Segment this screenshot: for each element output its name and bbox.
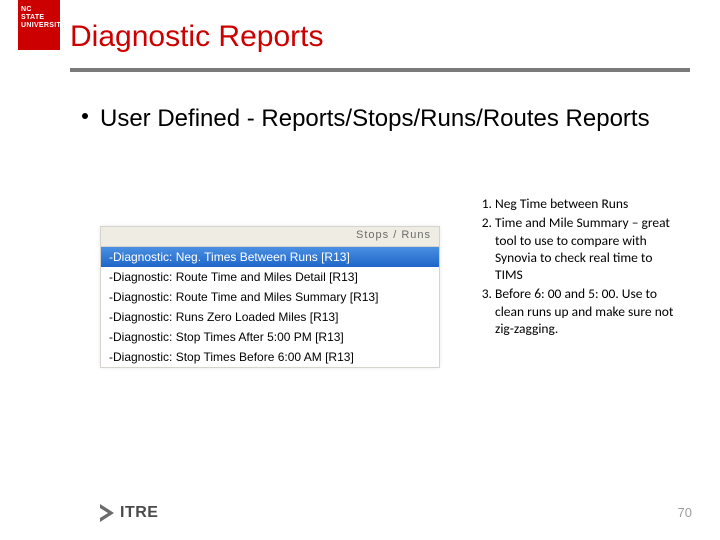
itre-text: ITRE	[120, 504, 158, 522]
note-item: Time and Mile Summary – great tool to us…	[495, 214, 680, 283]
report-row[interactable]: -Diagnostic: Neg. Times Between Runs [R1…	[101, 247, 439, 267]
bullet-icon	[82, 113, 88, 119]
title-area: Diagnostic Reports	[70, 20, 690, 72]
note-item: Before 6: 00 and 5: 00. Use to clean run…	[495, 285, 680, 337]
report-row[interactable]: -Diagnostic: Route Time and Miles Detail…	[101, 267, 439, 287]
page-number: 70	[678, 505, 692, 520]
page-title: Diagnostic Reports	[70, 20, 690, 54]
notes-list: Neg Time between Runs Time and Mile Summ…	[475, 195, 680, 339]
ncstate-logo: NC STATE UNIVERSITY	[18, 0, 60, 50]
note-item: Neg Time between Runs	[495, 195, 680, 212]
bullet-heading: User Defined - Reports/Stops/Runs/Routes…	[100, 104, 660, 134]
report-row[interactable]: -Diagnostic: Stop Times Before 6:00 AM […	[101, 347, 439, 367]
panel-header: Stops / Runs	[101, 227, 439, 247]
report-row[interactable]: -Diagnostic: Route Time and Miles Summar…	[101, 287, 439, 307]
arrow-icon	[100, 504, 114, 522]
itre-logo: ITRE	[100, 504, 158, 522]
bullet-heading-text: User Defined - Reports/Stops/Runs/Routes…	[100, 105, 650, 132]
logo-line2: UNIVERSITY	[21, 22, 57, 30]
report-row[interactable]: -Diagnostic: Stop Times After 5:00 PM [R…	[101, 327, 439, 347]
report-list-panel: Stops / Runs -Diagnostic: Neg. Times Bet…	[100, 226, 440, 368]
report-row[interactable]: -Diagnostic: Runs Zero Loaded Miles [R13…	[101, 307, 439, 327]
logo-line1: NC STATE	[21, 6, 57, 22]
title-underline	[70, 68, 690, 72]
